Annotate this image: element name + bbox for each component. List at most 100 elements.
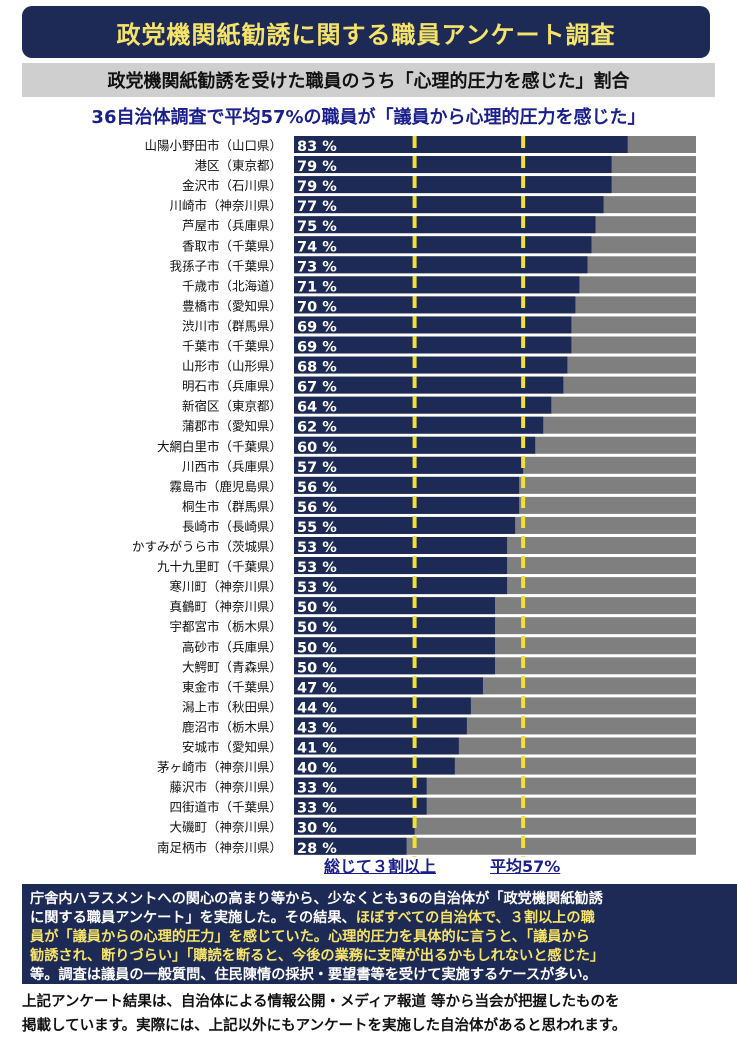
description-box: 庁舎内ハラスメントへの関心の高まり等から、少なくとも36の自治体が「政党機関紙勧…	[22, 884, 737, 984]
bar	[294, 557, 508, 575]
category-label: 港区（東京都）	[194, 158, 282, 173]
description-highlight: ほぼすべての自治体で、３割以上の職	[355, 910, 595, 926]
category-label: かすみがうら市（茨城県）	[132, 539, 282, 554]
bar	[294, 817, 415, 835]
description-line: 等。調査は議員の一般質問、住民陳情の採択・要望書等を受けて実施するケースが多い。	[30, 967, 597, 983]
value-label: 43 %	[297, 720, 337, 736]
value-label: 56 %	[297, 480, 337, 496]
category-label: 山陽小野田市（山口県）	[144, 138, 282, 153]
bar	[294, 236, 592, 254]
value-label: 28 %	[297, 841, 337, 857]
category-label: 鹿沼市（栃木県）	[182, 719, 282, 734]
value-label: 50 %	[297, 600, 337, 616]
category-label: 川西市（兵庫県）	[182, 459, 282, 474]
description-highlight: 員が「議員からの心理的圧力」を感じていた。心理的圧力を具体的に言うと、「議員から	[30, 929, 590, 945]
bar	[294, 216, 596, 234]
category-label: 香取市（千葉県）	[182, 238, 282, 253]
category-label: 豊橋市（愛知県）	[182, 298, 282, 313]
bar	[294, 476, 520, 494]
category-label: 明石市（兵庫県）	[182, 379, 282, 394]
category-label: 蒲郡市（愛知県）	[182, 419, 282, 434]
category-label: 四街道市（千葉県）	[169, 800, 282, 815]
value-label: 53 %	[297, 540, 337, 556]
value-label: 74 %	[297, 239, 337, 255]
bar	[294, 396, 552, 414]
value-label: 33 %	[297, 801, 337, 817]
category-label: 我孫子市（千葉県）	[169, 258, 282, 273]
value-label: 50 %	[297, 620, 337, 636]
bar	[294, 637, 495, 655]
bar	[294, 336, 572, 354]
description-line: に関する職員アンケート」を実施した。その結果、ほぼすべての自治体で、３割以上の職	[30, 909, 730, 928]
page-title: 政党機関紙勧誘に関する職員アンケート調査	[116, 20, 616, 49]
bar	[294, 296, 576, 314]
value-label: 83 %	[297, 139, 337, 155]
description-highlight: 勧誘され、断りづらい」「購読を断ると、今後の業務に支障が出るかもしれないと感じた…	[30, 948, 605, 964]
value-label: 79 %	[297, 179, 337, 195]
bar	[294, 376, 564, 394]
category-label: 大磯町（神奈川県）	[169, 820, 282, 835]
bar	[294, 657, 495, 675]
headline: 36自治体調査で平均57%の職員が「議員から心理的圧力を感じた」	[91, 107, 646, 128]
category-label: 大鰐町（青森県）	[182, 659, 282, 674]
category-label: 霧島市（鹿児島県）	[169, 479, 282, 494]
category-label: 九十九里町（千葉県）	[157, 559, 282, 574]
value-label: 50 %	[297, 660, 337, 676]
value-label: 60 %	[297, 440, 337, 456]
bar	[294, 677, 483, 695]
bar	[294, 537, 508, 554]
value-label: 70 %	[297, 299, 337, 315]
reference-labels: 総じて３割以上 平均57%	[0, 853, 737, 879]
value-label: 53 %	[297, 580, 337, 596]
category-label: 寒川町（神奈川県）	[169, 579, 282, 594]
bar	[294, 777, 427, 795]
bar	[294, 516, 516, 534]
bar	[294, 196, 604, 214]
category-label: 芦屋市（兵庫県）	[182, 218, 282, 233]
value-label: 75 %	[297, 219, 337, 235]
category-label: 千葉市（千葉県）	[182, 339, 282, 354]
bar	[294, 416, 544, 434]
value-label: 41 %	[297, 741, 337, 757]
bar	[294, 316, 572, 334]
category-label: 長崎市（長崎県）	[182, 519, 282, 534]
category-label: 藤沢市（神奈川県）	[169, 780, 282, 795]
footnote-line: 上記アンケート結果は、自治体による情報公開・メディア報道 等から当会が把握したも…	[22, 994, 620, 1010]
bar	[294, 136, 628, 153]
value-label: 67 %	[297, 380, 337, 396]
bar	[294, 597, 495, 615]
bar	[294, 176, 612, 194]
value-label: 56 %	[297, 500, 337, 516]
category-label: 新宿区（東京都）	[182, 399, 282, 414]
category-label: 山形市（山形県）	[182, 359, 282, 374]
bar	[294, 156, 612, 174]
bar	[294, 577, 508, 595]
category-label: 桐生市（群馬県）	[182, 499, 282, 514]
value-label: 30 %	[297, 821, 337, 837]
average-label: 平均57%	[490, 857, 561, 876]
value-label: 64 %	[297, 400, 337, 416]
value-label: 40 %	[297, 761, 337, 777]
category-label: 南足柄市（神奈川県）	[157, 840, 282, 855]
value-label: 79 %	[297, 159, 337, 175]
category-label: 千歳市（北海道）	[182, 278, 282, 293]
category-label: 宇都宮市（栃木県）	[169, 619, 282, 634]
description-line: 庁舎内ハラスメントへの関心の高まり等から、少なくとも36の自治体が「政党機関紙勧…	[30, 891, 603, 907]
bar	[294, 356, 568, 374]
bar	[294, 456, 524, 474]
category-label: 金沢市（石川県）	[182, 178, 282, 193]
description-text: に関する職員アンケート」を実施した。その結果、	[30, 910, 356, 926]
value-label: 77 %	[297, 199, 337, 215]
value-label: 50 %	[297, 640, 337, 656]
subtitle-banner: 政党機関紙勧誘を受けた職員のうち「心理的圧力を感じた」割合	[22, 63, 715, 97]
bar	[294, 697, 471, 715]
value-label: 62 %	[297, 420, 337, 436]
bar	[294, 276, 580, 294]
value-label: 33 %	[297, 781, 337, 797]
category-label: 高砂市（兵庫県）	[182, 639, 282, 654]
bar	[294, 737, 459, 755]
bar	[294, 717, 467, 735]
value-label: 47 %	[297, 680, 337, 696]
category-label: 潟上市（秋田県）	[182, 699, 282, 714]
bar	[294, 617, 495, 635]
